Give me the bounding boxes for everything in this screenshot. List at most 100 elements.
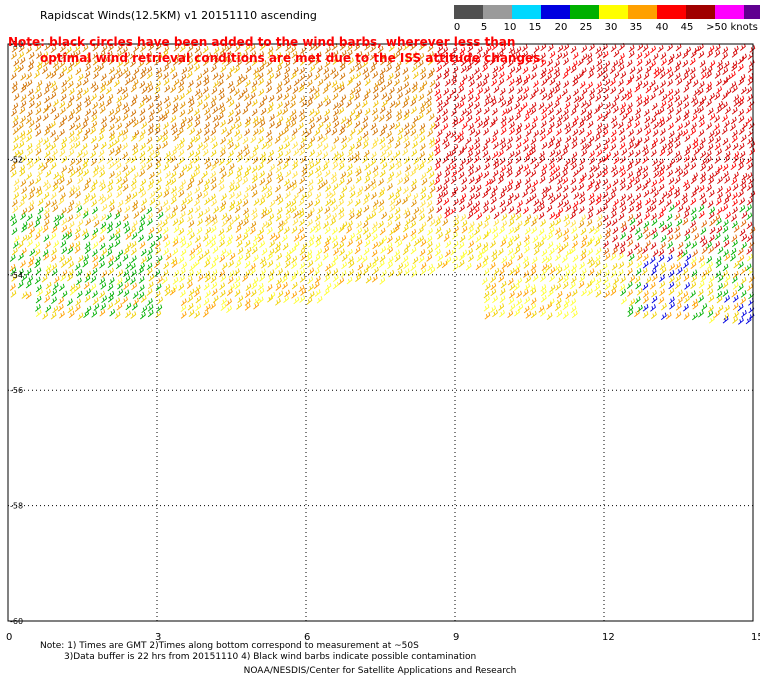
wind-barb	[459, 204, 465, 213]
wind-barb	[355, 80, 362, 89]
wind-barb	[380, 52, 387, 61]
wind-barb	[218, 184, 225, 192]
wind-barb	[355, 168, 362, 177]
wind-barb	[139, 262, 145, 271]
wind-barb	[690, 281, 697, 289]
wind-barb	[299, 67, 306, 75]
wind-barb	[658, 176, 665, 184]
wind-barb	[419, 151, 425, 159]
wind-barb	[285, 84, 292, 93]
wind-barb	[17, 149, 24, 158]
wind-barb	[643, 189, 650, 198]
wind-barb	[661, 224, 667, 233]
wind-barb	[61, 246, 68, 255]
wind-barb	[693, 233, 700, 241]
wind-barb	[52, 204, 59, 213]
wind-barb	[234, 183, 240, 191]
wind-barb	[609, 192, 616, 200]
wind-barb	[538, 240, 545, 248]
wind-barb	[389, 155, 396, 164]
wind-barb	[394, 221, 401, 230]
wind-barb	[130, 109, 137, 117]
wind-barb	[115, 144, 122, 152]
wind-barb	[211, 214, 217, 222]
wind-barb	[308, 234, 315, 243]
wind-barb	[612, 150, 619, 159]
wind-barb	[571, 141, 578, 149]
wind-barb	[138, 267, 144, 275]
wind-barb	[129, 51, 136, 60]
wind-barb	[98, 149, 105, 158]
wind-barb	[746, 212, 753, 221]
wind-barb	[636, 137, 643, 145]
wind-barb	[509, 290, 515, 299]
wind-barb	[565, 249, 572, 257]
wind-barb	[521, 102, 528, 110]
wind-barb	[330, 260, 336, 269]
wind-barb	[170, 211, 177, 219]
wind-barb	[18, 268, 24, 277]
wind-barb	[155, 67, 162, 75]
wind-barb	[165, 178, 172, 187]
wind-barb	[501, 261, 508, 269]
wind-barb	[107, 302, 114, 310]
wind-barb	[580, 227, 587, 236]
wind-barb	[658, 248, 665, 257]
wind-barb	[290, 109, 297, 117]
wind-barb	[356, 239, 363, 247]
wind-barb	[677, 205, 684, 213]
wind-barb	[642, 282, 649, 291]
wind-barb	[700, 72, 707, 80]
wind-barb	[396, 268, 403, 277]
wind-barb	[11, 199, 18, 207]
wind-barb	[349, 143, 355, 152]
wind-barb	[173, 44, 180, 52]
wind-barb	[349, 66, 355, 74]
wind-barb	[571, 120, 578, 128]
legend-swatch	[715, 5, 744, 19]
wind-barb	[107, 221, 113, 229]
wind-barb	[131, 232, 138, 240]
wind-barb	[562, 281, 569, 290]
wind-barb	[500, 142, 507, 151]
wind-barb	[333, 136, 340, 144]
wind-barb	[35, 115, 42, 123]
wind-barb	[100, 282, 107, 290]
wind-barb	[683, 312, 690, 320]
wind-barb	[252, 128, 259, 137]
wind-barb	[498, 64, 505, 73]
wind-barb	[580, 268, 587, 276]
wind-barb	[314, 158, 321, 166]
wind-barb	[189, 232, 195, 240]
wind-barb	[210, 225, 217, 234]
wind-barb	[356, 221, 362, 229]
wind-barb	[330, 144, 337, 152]
wind-barb	[596, 214, 603, 222]
legend-color-bar	[454, 5, 760, 19]
wind-barb	[149, 198, 156, 206]
wind-barb	[356, 136, 363, 144]
wind-barb	[210, 170, 217, 179]
wind-barb	[458, 115, 465, 124]
wind-barb	[541, 255, 548, 264]
wind-barb	[68, 221, 75, 229]
wind-barb	[308, 116, 315, 125]
wind-barb	[716, 225, 723, 234]
wind-barb	[125, 302, 132, 311]
wind-barb	[698, 81, 705, 89]
wind-barb	[426, 88, 433, 96]
wind-barb	[541, 163, 548, 172]
wind-barb	[715, 136, 721, 144]
wind-barb	[173, 225, 180, 234]
wind-barb	[427, 129, 434, 137]
wind-barb	[60, 240, 67, 248]
wind-barb	[571, 206, 578, 214]
wind-barb	[474, 165, 481, 173]
wind-barb	[555, 242, 561, 251]
wind-barb	[52, 53, 59, 62]
wind-barb	[330, 171, 337, 180]
wind-barb	[20, 115, 26, 124]
wind-barb	[101, 203, 108, 212]
x-tick-label: 6	[304, 632, 310, 643]
wind-barb	[354, 120, 361, 129]
